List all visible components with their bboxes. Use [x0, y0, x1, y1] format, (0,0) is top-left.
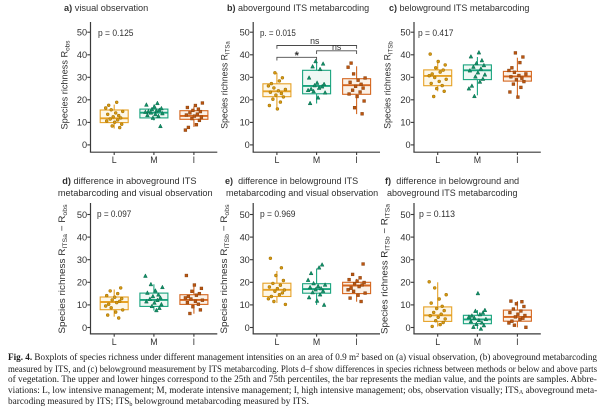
svg-text:I: I	[516, 337, 518, 347]
svg-text:20: 20	[77, 278, 87, 288]
svg-text:I: I	[355, 155, 357, 165]
svg-text:20: 20	[240, 278, 250, 288]
svg-text:50: 50	[77, 210, 87, 220]
svg-text:50: 50	[400, 28, 410, 38]
svg-text:M: M	[474, 155, 481, 165]
svg-text:L: L	[112, 155, 117, 165]
svg-text:40: 40	[400, 232, 410, 242]
svg-text:L: L	[274, 337, 279, 347]
svg-text:30: 30	[400, 73, 410, 83]
svg-text:10: 10	[400, 118, 410, 128]
svg-text:30: 30	[77, 255, 87, 265]
svg-text:M: M	[313, 337, 320, 347]
svg-text:0: 0	[82, 140, 87, 150]
svg-text:I: I	[355, 337, 357, 347]
svg-text:M: M	[150, 337, 157, 347]
svg-text:40: 40	[77, 232, 87, 242]
svg-text:0: 0	[405, 140, 410, 150]
svg-text:40: 40	[77, 50, 87, 60]
svg-text:50: 50	[240, 210, 250, 220]
svg-text:40: 40	[240, 50, 250, 60]
svg-text:*: *	[295, 50, 300, 62]
svg-text:L: L	[435, 155, 440, 165]
svg-text:M: M	[474, 337, 481, 347]
svg-text:30: 30	[77, 73, 87, 83]
svg-text:I: I	[193, 155, 195, 165]
svg-text:40: 40	[400, 50, 410, 60]
svg-text:10: 10	[77, 300, 87, 310]
svg-text:10: 10	[400, 300, 410, 310]
svg-text:M: M	[150, 155, 157, 165]
svg-text:L: L	[435, 337, 440, 347]
svg-text:0: 0	[405, 323, 410, 333]
svg-text:10: 10	[77, 118, 87, 128]
svg-text:50: 50	[77, 28, 87, 38]
svg-text:I: I	[516, 155, 518, 165]
svg-text:20: 20	[240, 95, 250, 105]
svg-text:ns: ns	[332, 42, 342, 52]
svg-text:0: 0	[245, 140, 250, 150]
svg-text:L: L	[112, 337, 117, 347]
svg-text:20: 20	[400, 278, 410, 288]
svg-text:40: 40	[240, 232, 250, 242]
svg-text:50: 50	[240, 28, 250, 38]
svg-text:M: M	[313, 155, 320, 165]
svg-text:20: 20	[77, 95, 87, 105]
svg-text:ns: ns	[310, 36, 320, 46]
svg-text:0: 0	[82, 323, 87, 333]
svg-text:L: L	[274, 155, 279, 165]
svg-text:I: I	[193, 337, 195, 347]
svg-text:0: 0	[245, 323, 250, 333]
svg-text:20: 20	[400, 95, 410, 105]
svg-text:30: 30	[400, 255, 410, 265]
svg-text:30: 30	[240, 255, 250, 265]
svg-text:10: 10	[240, 118, 250, 128]
svg-text:10: 10	[240, 300, 250, 310]
svg-text:30: 30	[240, 73, 250, 83]
svg-text:50: 50	[400, 210, 410, 220]
